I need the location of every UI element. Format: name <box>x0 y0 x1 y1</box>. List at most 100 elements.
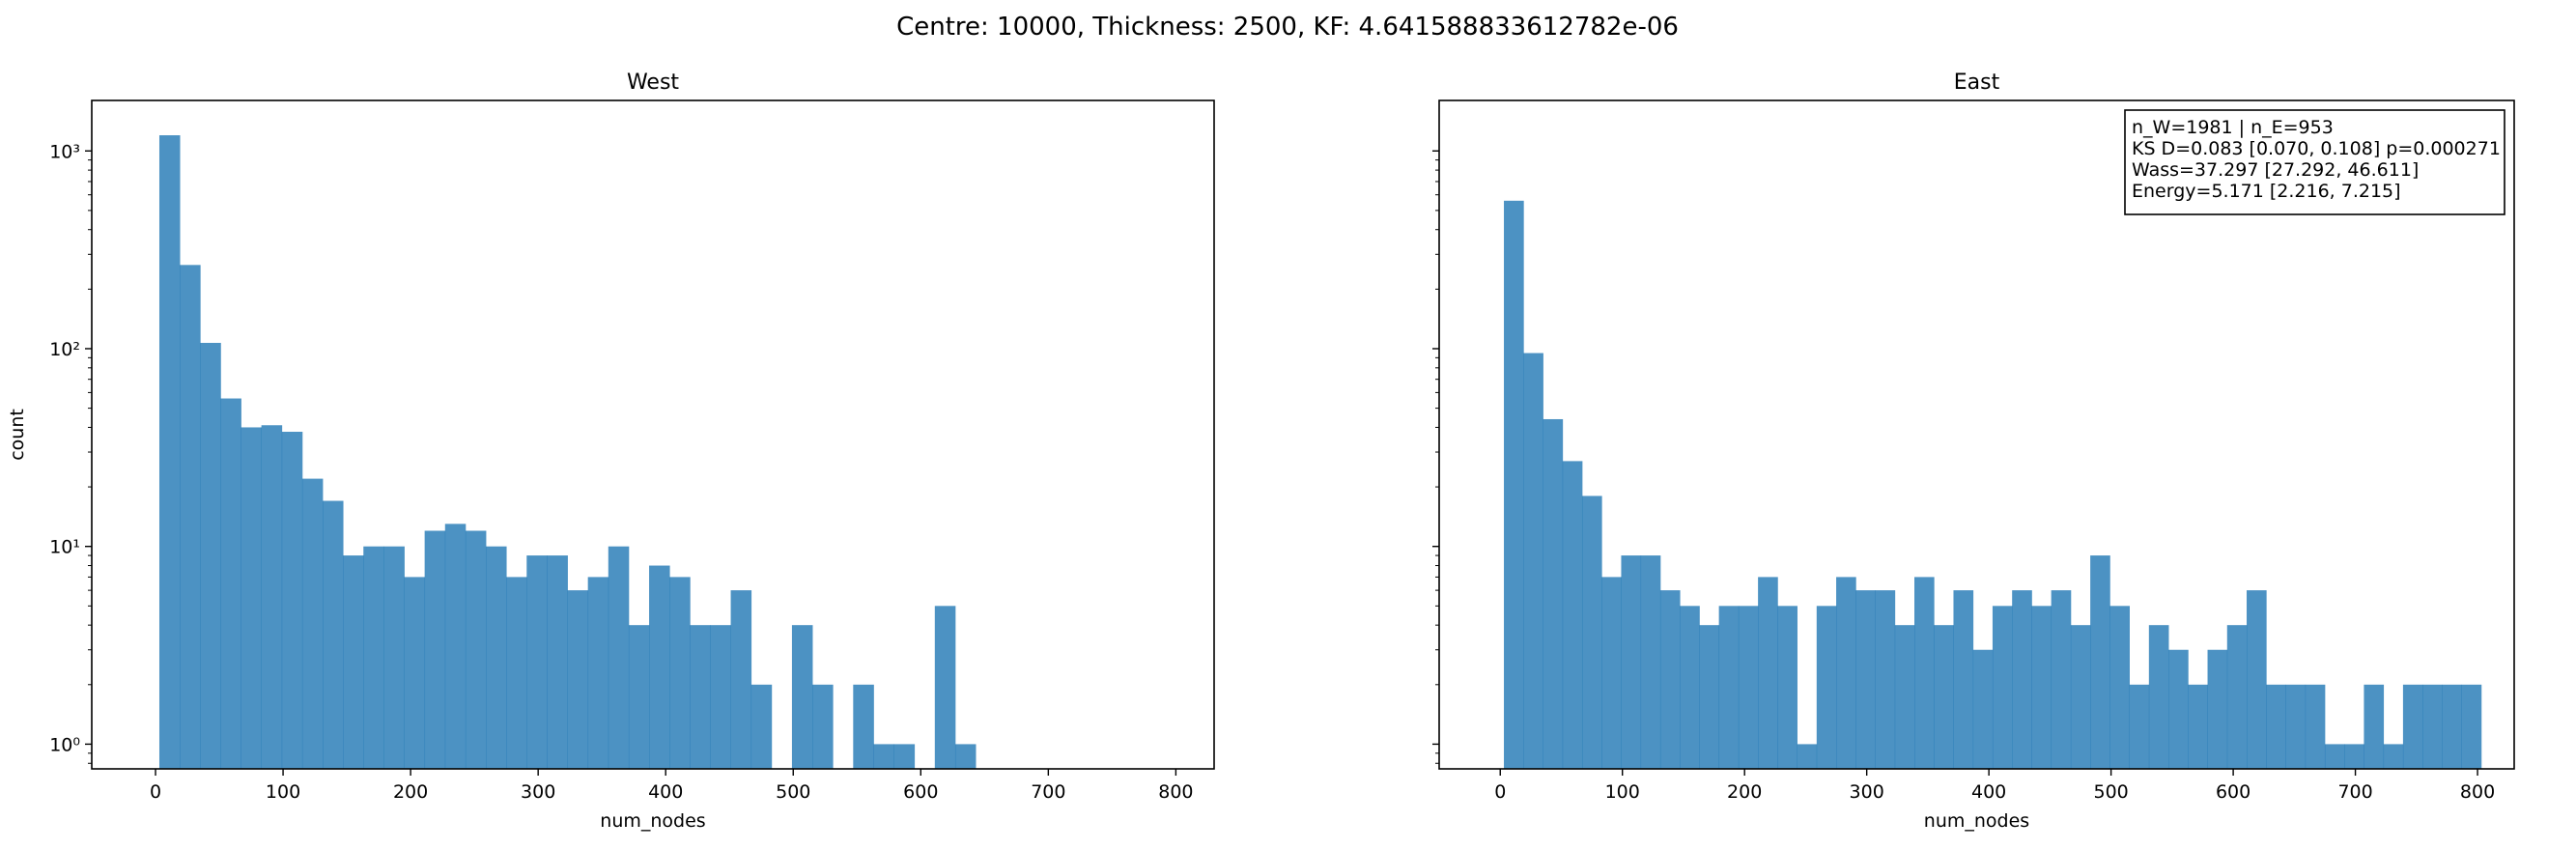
east-histogram-bar <box>2012 590 2032 769</box>
west-histogram-bar <box>526 555 548 769</box>
east-histogram-bar <box>1738 606 1759 769</box>
east-histogram-bar <box>2461 684 2482 769</box>
east-histogram-bar <box>2285 684 2307 769</box>
east-axes-frame <box>1438 99 2515 770</box>
west-histogram-bar <box>261 425 283 769</box>
east-histogram-bar <box>1972 649 1994 769</box>
west-histogram-bar <box>180 265 201 770</box>
west-y-tick-label: 10⁰ <box>49 734 80 755</box>
east-histogram-bar <box>1680 606 1700 769</box>
west-histogram-bar <box>690 625 711 769</box>
east-histogram-bar <box>2109 606 2130 769</box>
east-histogram-bar <box>1621 555 1642 769</box>
west-histogram-bar <box>669 577 691 769</box>
east-histogram-bar <box>2188 684 2208 769</box>
east-histogram-bar <box>2247 590 2267 769</box>
stats-annotation-line: KS D=0.083 [0.070, 0.108] p=0.000271 <box>2132 138 2501 159</box>
east-histogram-bar <box>1934 625 1954 769</box>
east-x-tick-label: 500 <box>2093 781 2128 803</box>
west-x-tick-label: 200 <box>393 781 428 803</box>
east-x-tick-label: 200 <box>1727 781 1762 803</box>
east-histogram-bar <box>2051 590 2072 769</box>
west-histogram-bar <box>444 524 467 769</box>
east-histogram-bar <box>1992 606 2013 769</box>
east-histogram-bar <box>2090 555 2110 769</box>
east-histogram-bar <box>2402 684 2423 769</box>
stats-annotation-box <box>2124 109 2505 215</box>
west-histogram-bar <box>567 590 589 769</box>
east-histogram-bar <box>2324 744 2345 769</box>
east-histogram-bar <box>1777 606 1798 769</box>
west-x-tick-label: 0 <box>150 781 161 803</box>
west-x-tick-label: 600 <box>903 781 938 803</box>
west-histogram-bar <box>404 577 426 769</box>
east-histogram-bar <box>1816 606 1837 769</box>
west-histogram-bar <box>158 135 181 770</box>
west-histogram-bar <box>506 577 527 769</box>
west-histogram-bar <box>853 684 874 769</box>
east-x-tick-label: 100 <box>1605 781 1640 803</box>
east-histogram-bar <box>1659 590 1681 769</box>
west-histogram-bar <box>934 606 956 769</box>
east-x-tick-label: 800 <box>2460 781 2495 803</box>
west-histogram-bar <box>628 625 650 769</box>
east-histogram-bar <box>2383 744 2404 769</box>
west-histogram-bar <box>812 684 834 769</box>
east-histogram-bar <box>2305 684 2326 769</box>
east-histogram-bar <box>2168 649 2189 769</box>
east-histogram-bar <box>2266 684 2286 769</box>
east-panel: 0 100 200 300 400 500 600 700 800 East num_nodes n_… <box>1432 71 2515 832</box>
west-histogram-bar <box>730 590 752 769</box>
west-y-tick-label: 10³ <box>49 141 80 162</box>
east-histogram-bar <box>2344 744 2364 769</box>
east-histogram-bar <box>2031 606 2052 769</box>
west-histogram-bar <box>424 530 446 769</box>
west-y-tick-label: 10¹ <box>49 537 80 558</box>
east-histogram-bar <box>1581 496 1602 769</box>
west-panel-title: West <box>627 71 679 95</box>
west-x-tick-label: 400 <box>648 781 683 803</box>
east-histogram-bar <box>2364 684 2385 769</box>
west-histogram-bar <box>710 625 731 769</box>
east-histogram-bar <box>1699 625 1720 769</box>
east-histogram-bar <box>2070 625 2091 769</box>
east-histogram-bar <box>1543 418 1564 769</box>
west-histogram-bar <box>954 744 977 769</box>
east-histogram-bar <box>1504 200 1524 769</box>
east-histogram-bar <box>1601 577 1622 769</box>
west-y-axis-label: count <box>7 409 28 461</box>
east-x-tick-label: 0 <box>1494 781 1506 803</box>
east-histogram-bar <box>1836 577 1856 769</box>
west-histogram-bar <box>220 398 241 769</box>
east-histogram-bar <box>1875 590 1896 769</box>
east-histogram-bar <box>2129 684 2150 769</box>
west-histogram-bar <box>893 744 916 769</box>
west-histogram-bar <box>383 546 405 769</box>
east-x-tick-label: 700 <box>2337 781 2372 803</box>
west-panel: 0 100 200 300 400 500 600 700 800 10⁰ 10¹ 10² 10³ Wes… <box>7 71 1215 832</box>
east-histogram-bar <box>1523 353 1543 769</box>
east-x-tick-label: 300 <box>1850 781 1884 803</box>
west-histogram-bar <box>323 500 344 769</box>
east-histogram-bar <box>1855 590 1876 769</box>
west-x-tick-label: 500 <box>776 781 810 803</box>
east-histogram-bar <box>1562 461 1583 769</box>
west-x-axis-label: num_nodes <box>600 810 705 832</box>
east-panel-title: East <box>1954 71 2000 95</box>
east-histogram-bar <box>2207 649 2228 769</box>
east-x-tick-label: 400 <box>1971 781 2006 803</box>
west-histogram-bar <box>486 546 507 769</box>
east-histogram-bar <box>1914 577 1935 769</box>
west-histogram-bar <box>587 577 609 769</box>
figure-suptitle: Centre: 10000, Thickness: 2500, KF: 4.64… <box>896 13 1679 42</box>
west-histogram-bar <box>465 530 487 769</box>
west-histogram-bar <box>343 555 364 769</box>
west-histogram-bar <box>200 342 221 769</box>
west-histogram-bar <box>547 555 568 769</box>
east-histogram-bar <box>1718 606 1740 769</box>
west-x-tick-label: 700 <box>1031 781 1065 803</box>
west-y-tick-label: 10² <box>49 339 80 360</box>
west-histogram-bar <box>873 744 894 769</box>
stats-annotation-line: Wass=37.297 [27.292, 46.611] <box>2132 159 2419 181</box>
